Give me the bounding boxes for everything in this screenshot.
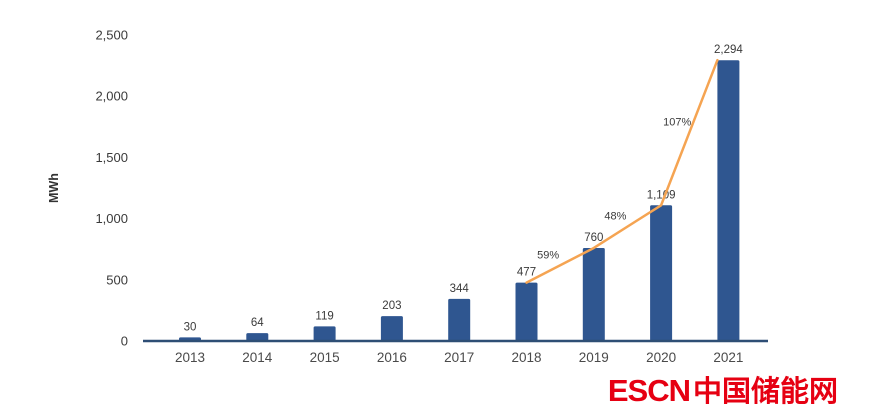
x-axis-label: 2014 xyxy=(242,350,273,365)
x-axis-label: 2018 xyxy=(511,350,541,365)
y-axis-tick-label: 1,000 xyxy=(95,211,128,226)
y-axis-tick-label: 500 xyxy=(106,272,128,287)
y-axis-tick-label: 2,000 xyxy=(95,89,128,104)
escn-logo: ESCN 中国储能网 xyxy=(608,375,838,407)
bar xyxy=(246,333,269,341)
bar-value-label: 64 xyxy=(251,317,264,329)
x-axis-label: 2019 xyxy=(579,350,609,365)
logo-escn-text: ESCN xyxy=(607,373,691,408)
logo-chinese-text: 中国储能网 xyxy=(692,376,838,408)
bar-value-label: 344 xyxy=(450,283,470,295)
x-axis-label: 2017 xyxy=(444,350,474,365)
bar xyxy=(717,60,740,341)
growth-percentage-label: 59% xyxy=(537,249,559,261)
bar-value-label: 2,294 xyxy=(714,44,743,56)
y-axis-title: MWh xyxy=(47,173,61,203)
bar xyxy=(448,298,471,341)
growth-percentage-label: 107% xyxy=(663,117,691,129)
bar-value-label: 119 xyxy=(315,310,333,322)
bar xyxy=(515,282,538,341)
y-axis-tick-label: 1,500 xyxy=(95,150,128,165)
bar-value-label: 1,109 xyxy=(647,189,676,201)
x-axis-label: 2016 xyxy=(377,350,407,365)
bar xyxy=(380,316,403,341)
x-axis-label: 2020 xyxy=(646,350,676,365)
bar-value-label: 477 xyxy=(517,267,536,279)
bar xyxy=(582,247,605,341)
y-axis-tick-label: 2,500 xyxy=(95,28,128,43)
growth-line xyxy=(525,58,719,284)
bar-value-label: 203 xyxy=(382,300,401,312)
x-axis-label: 2015 xyxy=(310,350,340,365)
bar-value-label: 760 xyxy=(584,232,603,244)
x-axis-label: 2013 xyxy=(175,350,205,365)
bar xyxy=(650,205,673,341)
bar-value-label: 30 xyxy=(184,321,197,333)
bar xyxy=(313,326,336,341)
x-axis-label: 2021 xyxy=(713,350,743,365)
y-axis-tick-label: 0 xyxy=(121,334,128,349)
growth-percentage-label: 48% xyxy=(604,211,626,223)
